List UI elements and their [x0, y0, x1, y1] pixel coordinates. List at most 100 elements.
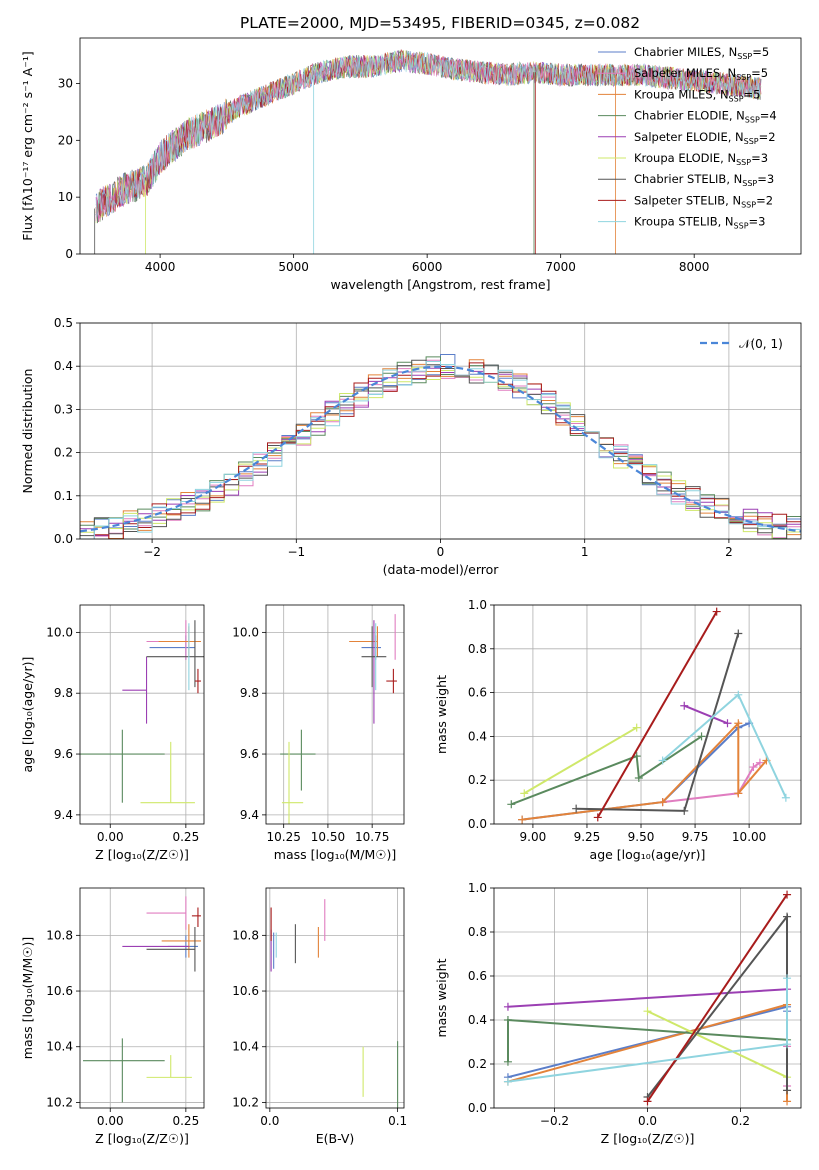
point-marker [658, 798, 667, 807]
legend-tail: =2 [756, 193, 773, 207]
legend-entry: 𝒩(0, 1) [739, 337, 783, 351]
y-tick-label: 9.8 [54, 686, 73, 700]
spectrum-series-8 [95, 50, 762, 218]
legend-tail: =2 [759, 130, 776, 144]
y-tick-label: 20 [58, 133, 73, 147]
point-marker [503, 1077, 512, 1086]
x-tick-label: −2 [143, 545, 161, 559]
y-tick-label: 0.8 [468, 642, 487, 656]
legend-tail: =3 [749, 215, 766, 229]
x-tick-label: 9.50 [628, 830, 655, 844]
legend-sub: SSP [734, 222, 749, 231]
point-marker [697, 732, 706, 741]
weight-series-3 [510, 735, 703, 806]
x-tick-label: 0.2 [731, 1114, 750, 1128]
x-tick-label: 2 [725, 545, 733, 559]
x-axis-label: age [log₁₀(age/yr)] [590, 847, 706, 862]
weight-series-4 [683, 704, 728, 725]
y-axis-label: mass [log₁₀(M/M☉)] [20, 937, 35, 1059]
weight-series-7 [646, 894, 788, 1102]
x-tick-label: 10.50 [311, 830, 345, 844]
legend-entry: Chabrier STELIB, NSSP=3 [634, 172, 774, 188]
x-tick-label: 5000 [278, 260, 309, 274]
point-marker [680, 806, 689, 815]
legend-sub: SSP [741, 200, 756, 209]
axes-frame [265, 604, 405, 825]
point-marker [783, 890, 792, 899]
x-axis-label: (data-model)/error [383, 562, 500, 577]
point-marker [503, 1016, 512, 1024]
point-marker [643, 1097, 652, 1106]
y-tick-label: 9.6 [54, 747, 73, 761]
histogram-series-7 [80, 362, 801, 539]
point-marker [593, 813, 602, 822]
y-tick-label: 0.3 [54, 402, 73, 416]
x-tick-label: 0.00 [97, 830, 124, 844]
point-marker [783, 1086, 792, 1095]
y-tick-label: 0.2 [54, 446, 73, 460]
point-marker [503, 1057, 512, 1066]
legend-entry: Kroupa STELIB, NSSP=3 [634, 215, 765, 231]
point-marker [658, 756, 667, 765]
weight_vs_age-axes: 9.00 9.25 9.50 9.75 10.00 0.0 0.2 0.4 0.6 0.8 1.0 a… [434, 598, 802, 862]
point-marker [734, 690, 743, 699]
x-tick-label: 1 [581, 545, 589, 559]
y-tick-label: 10 [58, 190, 73, 204]
legend-entry: Chabrier ELODIE, NSSP=4 [634, 109, 777, 125]
x-tick-label: 0.00 [97, 1114, 124, 1128]
y-tick-label: 9.4 [240, 808, 259, 822]
point-marker [783, 974, 792, 983]
legend-sub: SSP [737, 52, 752, 61]
point-marker [572, 804, 581, 813]
x-tick-label: 10.25 [267, 830, 301, 844]
y-tick-label: 10.2 [232, 1095, 259, 1109]
normal-curve [79, 365, 802, 533]
y-tick-label: 0.6 [468, 969, 487, 983]
x-tick-label: 0.0 [260, 1114, 279, 1128]
y-tick-label: 10.4 [46, 1040, 73, 1054]
y-tick-label: 9.6 [240, 747, 259, 761]
axes-frame [79, 604, 205, 825]
y-tick-label: 10.0 [232, 625, 259, 639]
legend-entry: Salpeter ELODIE, NSSP=2 [634, 130, 776, 146]
x-tick-label: −1 [287, 545, 305, 559]
y-tick-label: 9.8 [240, 686, 259, 700]
legend-entry: Chabrier MILES, NSSP=5 [634, 45, 769, 61]
point-marker [503, 1002, 512, 1011]
point-marker [680, 701, 689, 710]
y-tick-label: 0.2 [468, 1057, 487, 1071]
weight-series-6 [576, 633, 740, 812]
x-tick-label: 9.25 [574, 830, 601, 844]
y-tick-label: 30 [58, 76, 73, 90]
y-tick-label: 10.8 [46, 928, 73, 942]
legend-tail: =4 [760, 109, 777, 123]
legend-sub: SSP [745, 116, 760, 125]
point-marker [783, 912, 792, 921]
legend-entry: Kroupa ELODIE, NSSP=3 [634, 151, 768, 167]
y-tick-label: 10.6 [46, 984, 73, 998]
legend-sub: SSP [729, 94, 744, 103]
axes-frame [265, 887, 405, 1109]
x-tick-label: 4000 [145, 260, 176, 274]
legend-label: Kroupa MILES, N [634, 87, 729, 101]
point-marker [520, 789, 529, 798]
weight-series-7 [596, 611, 718, 818]
x-tick-label: 9.00 [520, 830, 547, 844]
point-marker [723, 719, 732, 728]
y-tick-label: 0.0 [468, 1101, 487, 1115]
y-tick-label: 10.8 [232, 928, 259, 942]
y-tick-label: 0.0 [54, 532, 73, 546]
x-tick-label: 10.75 [355, 830, 389, 844]
axes-frame [493, 887, 802, 1109]
y-tick-label: 10.6 [232, 984, 259, 998]
x-tick-label: 0.25 [172, 1114, 199, 1128]
point-marker [734, 789, 743, 798]
spectrum-axes: 4000 5000 6000 7000 8000 0 10 20 30 wavelength [A… [20, 37, 802, 292]
point-marker [781, 793, 790, 802]
point-marker [783, 1097, 792, 1106]
point-marker [712, 607, 721, 616]
point-marker [783, 1040, 792, 1049]
histogram-series-8 [80, 361, 801, 539]
